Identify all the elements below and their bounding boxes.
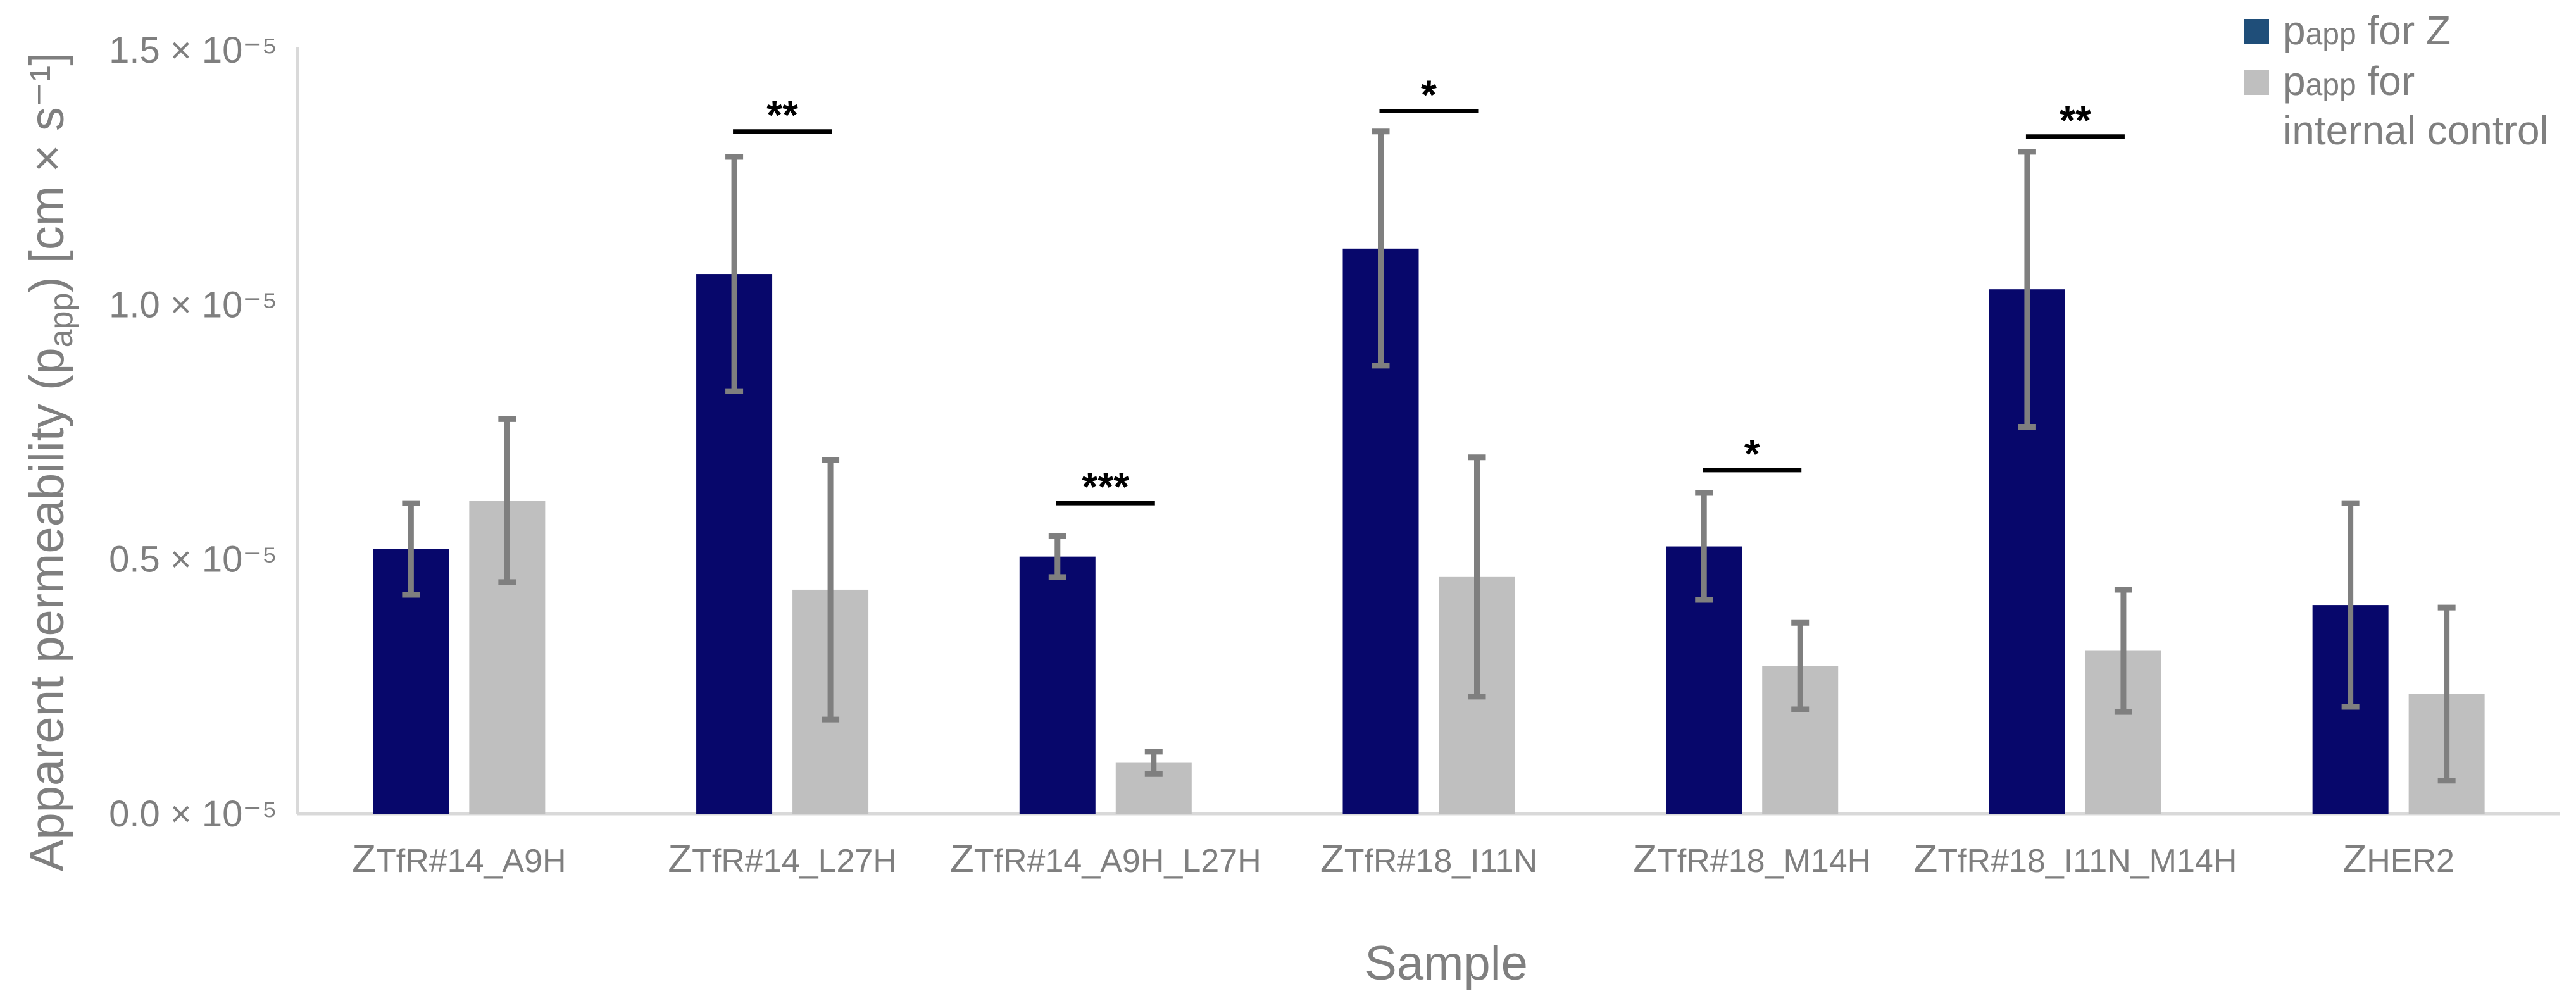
y-tick-label: 1.0 × 10⁻⁵ [109, 284, 277, 325]
chart-bars [373, 248, 2485, 814]
bar-z [1019, 556, 1096, 814]
chart-axes: 0.0 × 10⁻⁵ 0.5 × 10⁻⁵ 1.0 × 10⁻⁵ 1.5 × 10⁻⁵… [109, 30, 2560, 881]
significance-label: ** [766, 92, 798, 138]
chart-error-bars [402, 128, 2456, 784]
y-tick-label: 1.5 × 10⁻⁵ [109, 30, 277, 71]
x-tick-label: ZTfR#18_I11N_M14H [1913, 837, 2237, 881]
significance-label: *** [1082, 464, 1129, 509]
x-tick-label: ZTfR#14_L27H [668, 837, 897, 881]
x-tick-label: ZTfR#14_A9H [352, 837, 566, 881]
significance-label: * [1421, 72, 1437, 118]
x-tick-label: ZTfR#14_A9H_L27H [950, 837, 1261, 881]
legend-label: internal control [2283, 108, 2549, 153]
legend-label: papp for [2283, 58, 2415, 104]
chart-significance-markers: ********* [733, 72, 2125, 509]
significance-label: ** [2060, 97, 2091, 143]
x-axis-title: Sample [1365, 936, 1528, 990]
y-axis-title: Apparent permeability (papp) [cm × s⁻¹] [20, 53, 80, 872]
x-tick-label: ZTfR#18_I11N [1320, 837, 1537, 881]
y-tick-label: 0.5 × 10⁻⁵ [109, 539, 277, 580]
significance-label: * [1744, 431, 1760, 476]
legend-swatch [2244, 70, 2269, 95]
legend-swatch [2244, 19, 2269, 44]
y-tick-label: 0.0 × 10⁻⁵ [109, 793, 277, 835]
legend-label: papp for Z [2283, 8, 2451, 53]
x-tick-label: ZTfR#18_M14H [1633, 837, 1871, 881]
x-tick-label: ZHER2 [2342, 837, 2454, 881]
